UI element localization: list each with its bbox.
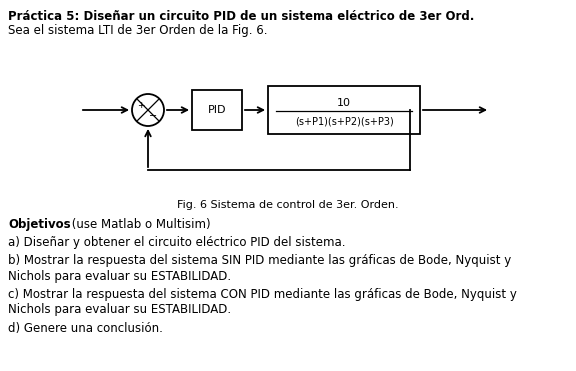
Text: Práctica 5: Diseñar un circuito PID de un sistema eléctrico de 3er Ord.: Práctica 5: Diseñar un circuito PID de u… bbox=[8, 10, 475, 23]
Bar bbox=[268, 86, 420, 134]
Text: Nichols para evaluar su ESTABILIDAD.: Nichols para evaluar su ESTABILIDAD. bbox=[8, 303, 231, 316]
Text: Objetivos: Objetivos bbox=[8, 218, 71, 231]
Text: b) Mostrar la respuesta del sistema SIN PID mediante las gráficas de Bode, Nyqui: b) Mostrar la respuesta del sistema SIN … bbox=[8, 255, 511, 267]
Text: d) Genere una conclusión.: d) Genere una conclusión. bbox=[8, 322, 163, 335]
Text: Sea el sistema LTI de 3er Orden de la Fig. 6.: Sea el sistema LTI de 3er Orden de la Fi… bbox=[8, 24, 267, 37]
Text: (s+P1)(s+P2)(s+P3): (s+P1)(s+P2)(s+P3) bbox=[295, 116, 393, 126]
Text: a) Diseñar y obtener el circuito eléctrico PID del sistema.: a) Diseñar y obtener el circuito eléctri… bbox=[8, 236, 346, 249]
Text: Nichols para evaluar su ESTABILIDAD.: Nichols para evaluar su ESTABILIDAD. bbox=[8, 270, 231, 283]
Text: c) Mostrar la respuesta del sistema CON PID mediante las gráficas de Bode, Nyqui: c) Mostrar la respuesta del sistema CON … bbox=[8, 288, 517, 301]
Text: 10: 10 bbox=[337, 98, 351, 108]
Bar bbox=[192, 90, 242, 130]
Text: +: + bbox=[137, 101, 145, 109]
Text: PID: PID bbox=[208, 105, 226, 115]
Text: −: − bbox=[149, 111, 157, 121]
Text: Fig. 6 Sistema de control de 3er. Orden.: Fig. 6 Sistema de control de 3er. Orden. bbox=[177, 200, 399, 210]
Text: : (use Matlab o Multisim): : (use Matlab o Multisim) bbox=[64, 218, 211, 231]
